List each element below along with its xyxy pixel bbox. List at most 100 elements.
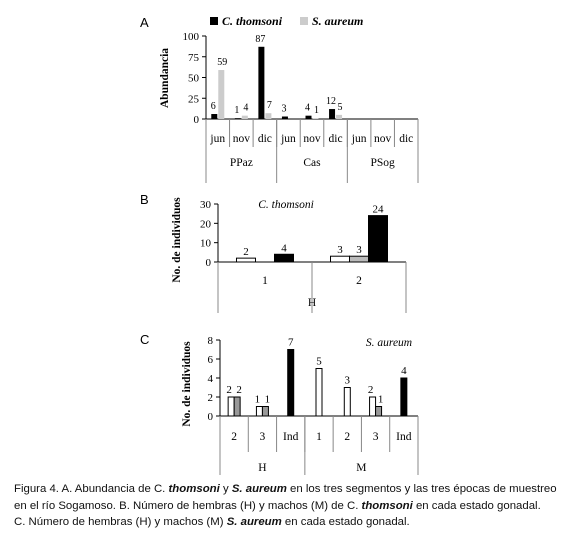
data-label: 1	[314, 105, 319, 116]
group-label: H	[308, 297, 316, 309]
caption-text: en el río Sogamoso. B. Número de hembras…	[14, 499, 362, 512]
bar	[234, 118, 241, 119]
data-label: 1	[265, 394, 271, 406]
y-tick-label: 0	[208, 411, 214, 423]
x-tick-label: 1	[316, 431, 322, 443]
data-label: 4	[243, 103, 248, 114]
data-label: 87	[255, 34, 265, 45]
bar	[400, 377, 408, 417]
data-label: 7	[288, 337, 294, 349]
data-label: 24	[373, 204, 385, 216]
data-label: 59	[217, 57, 227, 68]
caption-species-name: S. aureum	[226, 516, 282, 528]
figure: A C. thomsoni S. aureumAbundancia025507510…	[140, 14, 419, 475]
x-tick-label: dic	[329, 133, 343, 145]
data-label: 3	[281, 104, 286, 115]
bar	[369, 396, 377, 417]
group-label: Cas	[303, 157, 321, 169]
caption-line-2: en el río Sogamoso. B. Número de hembras…	[14, 498, 570, 515]
bar	[305, 115, 312, 119]
data-label: 4	[305, 103, 310, 114]
y-tick-label: 10	[200, 238, 212, 250]
bar	[265, 113, 272, 119]
bar	[329, 109, 336, 119]
x-tick-label: 3	[260, 431, 266, 443]
legend-label: C. thomsoni	[222, 14, 283, 28]
bar	[287, 349, 295, 417]
bar	[349, 255, 369, 263]
y-tick-label: 25	[188, 93, 200, 105]
caption-species-name: S. aureum	[231, 483, 287, 495]
data-label: 1	[234, 105, 239, 116]
x-tick-label: Ind	[396, 431, 412, 443]
x-tick-label: 1	[262, 275, 268, 287]
legend-label: S. aureum	[312, 14, 363, 28]
bar	[330, 255, 350, 263]
data-label: 1	[255, 394, 261, 406]
caption-text: y	[219, 483, 232, 495]
x-tick-label: nov	[303, 133, 321, 145]
figure-caption: Figura 4. A. Abundancia de C. thomsoni y…	[14, 481, 570, 531]
inner-title: C. thomsoni	[258, 199, 314, 211]
y-tick-label: 50	[188, 73, 200, 85]
group-label: PSog	[371, 157, 396, 169]
x-tick-label: jun	[209, 133, 225, 145]
bar	[343, 387, 351, 417]
y-tick-label: 0	[194, 114, 200, 126]
bar	[258, 46, 265, 119]
panel-a-abundance-chart: A C. thomsoni S. aureumAbundancia025507510…	[140, 14, 419, 183]
inner-title: S. aureum	[366, 337, 412, 349]
bar	[236, 257, 256, 263]
data-label: 4	[281, 242, 287, 254]
bar	[233, 396, 241, 417]
y-tick-label: 2	[208, 392, 214, 404]
bar	[375, 406, 383, 417]
data-label: 6	[211, 101, 216, 112]
data-label: 12	[326, 96, 336, 107]
y-tick-label: 0	[206, 257, 212, 269]
x-tick-label: Ind	[283, 431, 299, 443]
y-tick-label: 6	[208, 354, 214, 366]
y-tick-label: 75	[188, 52, 200, 64]
bar	[368, 215, 388, 263]
caption-text: en los tres segmentos y las tres épocas …	[286, 483, 557, 495]
caption-species-name: thomsoni	[361, 499, 413, 512]
data-label: 5	[338, 102, 343, 113]
bar	[281, 116, 288, 119]
group-label: H	[258, 462, 266, 474]
caption-text: en cada estado gonadal.	[412, 499, 541, 512]
y-tick-label: 4	[208, 373, 214, 385]
x-tick-label: 2	[356, 275, 362, 287]
bar	[227, 396, 235, 417]
data-label: 5	[316, 356, 322, 368]
y-tick-label: 100	[183, 31, 200, 43]
x-tick-label: jun	[280, 133, 296, 145]
caption-text: C. Número de hembras (H) y machos (M)	[14, 516, 227, 528]
bar	[211, 114, 218, 119]
y-tick-label: 8	[208, 335, 214, 347]
bar	[315, 368, 323, 417]
y-tick-label: 30	[200, 199, 212, 211]
legend-swatch	[210, 17, 218, 25]
bar	[336, 114, 343, 119]
bar	[241, 115, 248, 119]
caption-text: Figura 4. A. Abundancia de C.	[14, 483, 169, 495]
group-label: M	[356, 462, 366, 474]
caption-text: en cada estado gonadal.	[281, 516, 410, 528]
caption-line-3: C. Número de hembras (H) y machos (M) S.…	[14, 514, 570, 531]
caption-species-name: thomsoni	[168, 483, 220, 495]
data-label: 1	[378, 394, 384, 406]
y-axis-label: No. de individuos	[171, 197, 183, 283]
y-tick-label: 20	[200, 218, 212, 230]
bar	[255, 406, 263, 417]
data-label: 7	[267, 100, 272, 111]
panel-label: A	[140, 15, 149, 30]
legend-swatch	[300, 17, 308, 25]
data-label: 2	[368, 384, 374, 396]
group-label: PPaz	[230, 157, 253, 169]
data-label: 3	[356, 244, 362, 256]
x-tick-label: dic	[258, 133, 272, 145]
x-tick-label: 2	[231, 431, 237, 443]
